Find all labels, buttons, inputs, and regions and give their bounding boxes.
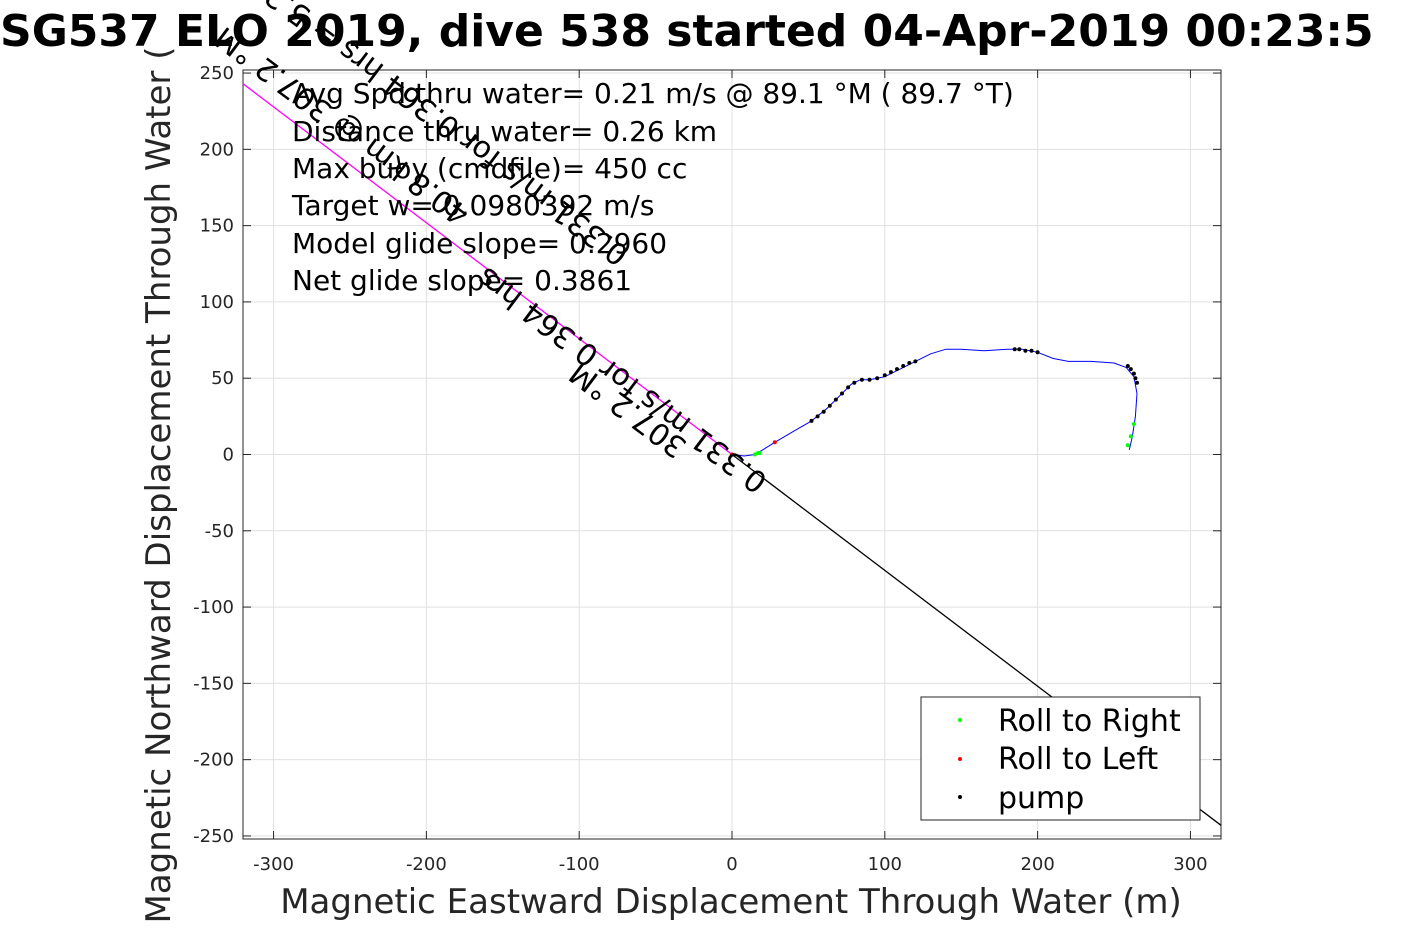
marker-roll-to-right [752,452,757,457]
trajectory-markers [730,347,1139,457]
y-axis-label: Magnetic Northward Displacement Through … [139,47,179,924]
x-tick-label: 300 [1173,854,1207,875]
marker-pump [888,370,893,375]
y-tick-label: 150 [200,216,234,237]
y-tick-label: -200 [193,750,234,771]
marker-pump [1131,371,1136,376]
marker-roll-to-right [1125,443,1130,448]
x-tick-label: 0 [726,854,737,875]
y-tick-label: 100 [200,292,234,313]
marker-pump [827,403,832,408]
y-tick-label: 0 [223,445,234,466]
marker-roll-to-right [1128,434,1133,439]
x-tick-label: -300 [253,854,294,875]
marker-pump [907,361,912,365]
marker-pump [815,414,820,419]
marker-pump [821,409,826,414]
stat-avg-speed: Avg Spd thru water= 0.21 m/s @ 89.1 °M (… [292,77,1014,110]
marker-pump [913,359,918,364]
stat-net-glide-slope: Net glide slope= 0.3861 [292,264,632,297]
marker-pump [1012,347,1017,352]
marker-pump [901,364,906,368]
y-tick-label: 50 [211,368,234,389]
legend-box [920,696,1201,821]
x-tick-label: 100 [868,854,902,875]
marker-pump [1017,347,1022,352]
legend-marker-roll-left [958,757,962,761]
marker-pump [895,367,899,372]
legend-marker-pump [958,795,962,799]
marker-pump [1125,364,1130,368]
marker-pump [809,418,814,423]
y-tick-label: -250 [193,826,234,847]
y-tick-label: 200 [200,139,234,160]
y-tick-label: 250 [200,63,234,84]
axis-ticks: -300 -200 -100 0 100 200 300 250 200 150 100 50 0 -50… [193,63,1221,875]
marker-roll-to-right [757,451,762,455]
marker-roll-to-left [730,452,734,457]
stat-target-w: Target w= 0.0980392 m/s [291,189,654,222]
marker-pump [1128,367,1133,372]
legend-label-roll-left: Roll to Left [998,742,1158,777]
stat-distance: Distance thru water= 0.26 km [292,115,717,148]
marker-pump [833,397,838,402]
legend-marker-roll-right [958,718,962,722]
marker-pump [875,376,880,381]
x-axis-label: Magnetic Eastward Displacement Through W… [280,882,1182,922]
marker-roll-to-left [772,440,777,445]
marker-pump [1023,348,1028,353]
legend-label-roll-right: Roll to Right [998,704,1181,739]
marker-pump [859,377,864,382]
marker-pump [1133,376,1138,381]
marker-pump [882,373,887,378]
stats-text-block: Avg Spd thru water= 0.21 m/s @ 89.1 °M (… [291,77,1014,297]
marker-roll-to-right [1131,422,1136,426]
x-tick-label: 200 [1020,854,1054,875]
marker-pump [1029,348,1034,353]
y-tick-label: -50 [205,521,234,542]
y-tick-label: -100 [193,597,234,618]
marker-pump [867,377,872,382]
stat-model-glide-slope: Model glide slope= 0.2960 [292,227,667,260]
glider-track-line [731,348,1138,457]
y-tick-label: -150 [193,673,234,694]
marker-pump [840,391,844,396]
marker-pump [1035,350,1040,355]
marker-pump [1135,380,1139,385]
marker-pump [846,385,851,390]
stat-max-buoy: Max buoy (cmdfile)= 450 cc [292,152,687,185]
x-tick-label: -200 [406,854,447,875]
marker-pump [852,380,857,385]
chart-title: SG537 ELO 2019, dive 538 started 04-Apr-… [0,6,1374,57]
legend-label-pump: pump [998,781,1084,816]
x-tick-label: -100 [559,854,600,875]
legend: Roll to Right Roll to Left pump [920,696,1201,821]
heading-line [242,83,733,456]
